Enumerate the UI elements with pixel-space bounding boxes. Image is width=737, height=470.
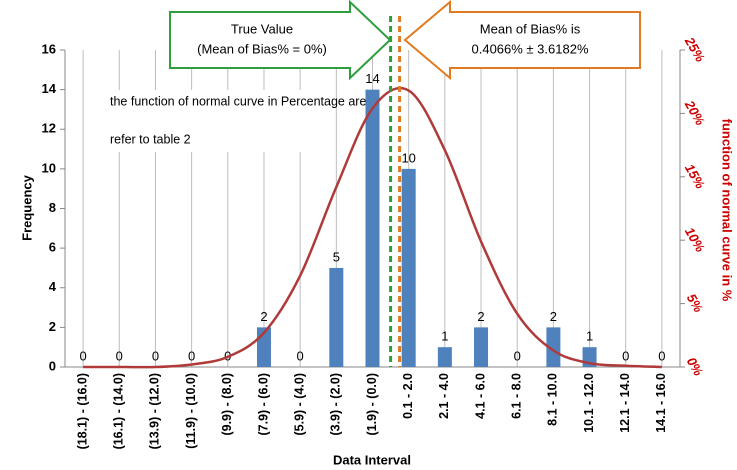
y-axis-label: Frequency bbox=[19, 174, 34, 241]
y2-axis-label: function of normal curve in % bbox=[720, 119, 735, 302]
data-label: 0 bbox=[658, 348, 665, 363]
x-tick-label: (18.1) - (16.0) bbox=[75, 373, 89, 449]
y-tick-label: 10 bbox=[42, 160, 56, 175]
y-tick-label: 14 bbox=[42, 81, 57, 96]
x-tick-label: 10.1 - 12.0 bbox=[582, 373, 596, 433]
y-tick-label: 2 bbox=[49, 319, 56, 334]
annotation: 0.4066% ± 3.6182% bbox=[472, 41, 589, 56]
data-label: 1 bbox=[441, 329, 448, 344]
normal-curve bbox=[83, 86, 662, 369]
x-tick-label: (1.9) - (0.0) bbox=[365, 373, 379, 436]
data-label: 0 bbox=[622, 348, 629, 363]
data-label: 0 bbox=[79, 348, 86, 363]
x-tick-label: 14.1 - 16.0 bbox=[654, 373, 668, 433]
x-axis-label: Data Interval bbox=[333, 452, 411, 467]
data-label: 0 bbox=[514, 348, 521, 363]
y-tick-label: 12 bbox=[42, 121, 56, 136]
x-tick-label: 2.1 - 4.0 bbox=[437, 373, 451, 419]
true-value-arrow bbox=[169, 0, 392, 81]
data-label: 2 bbox=[477, 309, 484, 324]
annotation: Mean of Bias% is bbox=[480, 21, 581, 36]
x-tick-label: (16.1) - (14.0) bbox=[112, 373, 126, 449]
data-label: 14 bbox=[365, 71, 379, 86]
x-tick-label: (13.9) - (12.0) bbox=[148, 373, 162, 449]
mean-arrow bbox=[403, 0, 641, 81]
data-label: 0 bbox=[116, 348, 123, 363]
y-tick-label: 8 bbox=[49, 200, 56, 215]
x-tick-label: 0.1 - 2.0 bbox=[401, 373, 415, 419]
x-tick-label: (7.9) - (6.0) bbox=[256, 373, 270, 436]
bar bbox=[401, 168, 416, 367]
x-tick-label: (11.9) - (10.0) bbox=[184, 373, 198, 449]
y-tick-label: 0 bbox=[49, 358, 56, 373]
bar bbox=[474, 327, 489, 367]
data-label: 5 bbox=[333, 249, 340, 264]
data-label: 0 bbox=[152, 348, 159, 363]
data-label: 2 bbox=[550, 309, 557, 324]
annotation: the function of normal curve in Percenta… bbox=[110, 94, 366, 108]
annotation: (Mean of Bias% = 0%) bbox=[197, 41, 327, 56]
data-label: 10 bbox=[401, 150, 415, 165]
x-tick-label: 6.1 - 8.0 bbox=[510, 373, 524, 419]
x-tick-label: 12.1 - 14.0 bbox=[618, 373, 632, 433]
data-label: 0 bbox=[188, 348, 195, 363]
data-label: 0 bbox=[297, 348, 304, 363]
x-tick-label: (3.9) - (2.0) bbox=[329, 373, 343, 436]
y-tick-label: 4 bbox=[49, 279, 57, 294]
y-tick-label: 6 bbox=[49, 240, 56, 255]
data-label: 1 bbox=[586, 329, 593, 344]
x-tick-label: 8.1 - 10.0 bbox=[546, 373, 560, 426]
y-tick-label: 16 bbox=[42, 41, 56, 56]
x-tick-label: (5.9) - (4.0) bbox=[292, 373, 306, 436]
bar bbox=[437, 347, 452, 367]
note-box bbox=[100, 90, 310, 152]
bar bbox=[365, 89, 380, 367]
bar bbox=[329, 267, 344, 367]
annotation: refer to table 2 bbox=[110, 132, 191, 146]
x-tick-label: (9.9) - (8.0) bbox=[220, 373, 234, 436]
bar bbox=[546, 327, 561, 367]
x-tick-label: 4.1 - 6.0 bbox=[473, 373, 487, 419]
annotation: True Value bbox=[231, 21, 293, 36]
data-label: 2 bbox=[260, 309, 267, 324]
